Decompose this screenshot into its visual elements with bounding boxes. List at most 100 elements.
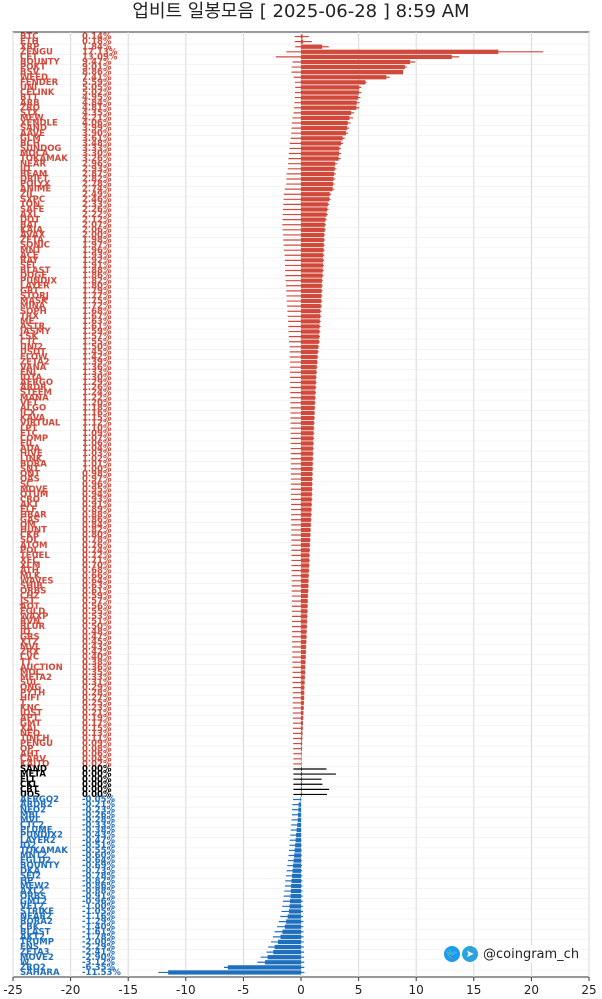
value-label: 2.93% xyxy=(82,164,112,174)
category-label: T xyxy=(20,698,26,708)
bar xyxy=(291,883,301,889)
bar xyxy=(301,380,316,385)
value-label: 0.70% xyxy=(82,561,112,571)
bar xyxy=(301,161,336,166)
bar xyxy=(301,293,322,299)
value-label: 17.13% xyxy=(82,47,118,57)
bar xyxy=(301,609,308,614)
category-label: LPT xyxy=(20,424,38,434)
bar xyxy=(298,812,301,817)
category-label: SC xyxy=(20,480,32,490)
bar xyxy=(301,563,310,568)
bar xyxy=(301,639,307,644)
value-label: 0.84% xyxy=(82,520,112,530)
value-label: 1.07% xyxy=(82,434,112,444)
bar xyxy=(292,873,301,878)
bar xyxy=(301,726,303,731)
bar xyxy=(301,136,343,141)
bar xyxy=(301,283,322,288)
category-label: BAT xyxy=(20,220,38,230)
bar xyxy=(280,934,301,939)
bar xyxy=(301,253,324,258)
category-label: BCH xyxy=(20,139,40,149)
value-label: 0.00% xyxy=(82,790,112,800)
value-label: 0.02% xyxy=(82,760,112,770)
bar xyxy=(301,181,334,187)
value-label: 1.10% xyxy=(82,424,112,434)
category-label: SAND xyxy=(20,765,47,775)
value-label: 1.86% xyxy=(82,271,112,281)
value-label: 0.06% xyxy=(82,749,112,759)
bar xyxy=(301,354,318,360)
value-label: 2.82% xyxy=(82,175,112,185)
value-label: 0.55% xyxy=(82,607,112,617)
bar xyxy=(301,390,316,395)
bar xyxy=(301,278,322,283)
value-label: 0.88% xyxy=(82,510,112,520)
bar xyxy=(298,802,301,807)
category-label: ONT xyxy=(20,470,40,480)
bar xyxy=(284,924,301,929)
value-label: 1.39% xyxy=(82,358,112,368)
value-label: -6.35% xyxy=(82,963,115,973)
value-label: -1.29% xyxy=(82,917,115,927)
chart-title: 업비트 일봉모음 [ 2025-06-28 ] 8:59 AM xyxy=(132,1,470,22)
category-label: QTUM xyxy=(20,490,48,500)
bar xyxy=(301,431,314,436)
bar xyxy=(294,853,301,858)
category-label: BTC xyxy=(20,32,39,42)
value-label: 0.35% xyxy=(82,668,112,678)
bar xyxy=(301,522,311,527)
bar xyxy=(301,456,313,461)
bar xyxy=(301,232,325,238)
bar xyxy=(168,970,301,975)
category-label: CELINK xyxy=(20,88,55,98)
bar xyxy=(293,858,301,863)
category-label: ANIME xyxy=(20,185,51,195)
bar xyxy=(301,568,309,573)
bar xyxy=(301,558,310,563)
value-label: 0.04% xyxy=(82,754,112,764)
category-label: ATOM xyxy=(20,541,47,551)
value-label: 0.36% xyxy=(82,663,112,673)
value-label: -0.55% xyxy=(82,846,115,856)
category-label: ICX xyxy=(20,409,36,419)
category-label: DKA xyxy=(20,866,41,876)
value-label: 0.43% xyxy=(82,643,112,653)
category-label: SEI xyxy=(20,261,35,271)
category-label: STEEM xyxy=(20,388,52,398)
value-label: -0.91% xyxy=(82,892,115,902)
bar xyxy=(301,492,312,497)
value-label: 1.59% xyxy=(82,327,112,337)
value-label: 2.22% xyxy=(82,210,112,220)
category-label: XAI xyxy=(20,724,36,734)
bar xyxy=(292,868,301,873)
value-label: 0.45% xyxy=(82,637,112,647)
category-label: AKT2 xyxy=(20,932,45,942)
x-tick-label: 5 xyxy=(355,983,363,997)
category-label: GRT xyxy=(20,286,39,296)
category-label: AVAX xyxy=(20,231,46,241)
bar xyxy=(301,248,324,253)
bar xyxy=(301,227,325,232)
value-label: 1.26% xyxy=(82,383,112,393)
value-label: 0.14% xyxy=(82,32,112,42)
category-label: TT xyxy=(20,658,32,668)
bar xyxy=(301,64,405,70)
category-label: XTZ xyxy=(20,637,39,647)
category-label: MEW xyxy=(20,114,44,124)
value-label: 0.71% xyxy=(82,556,112,566)
value-label: 0.78% xyxy=(82,536,112,546)
category-label: ARB xyxy=(20,98,40,108)
category-label: UOS xyxy=(20,790,40,800)
value-label: 0.23% xyxy=(82,704,112,714)
value-label: 1.04% xyxy=(82,444,112,454)
value-label: -0.69% xyxy=(82,861,115,871)
bar xyxy=(301,680,305,685)
bar xyxy=(301,599,308,604)
value-label: 2.78% xyxy=(82,180,112,190)
bar xyxy=(301,766,302,772)
bar xyxy=(301,288,322,294)
category-label: BLAST xyxy=(20,266,51,276)
bar xyxy=(267,955,301,960)
